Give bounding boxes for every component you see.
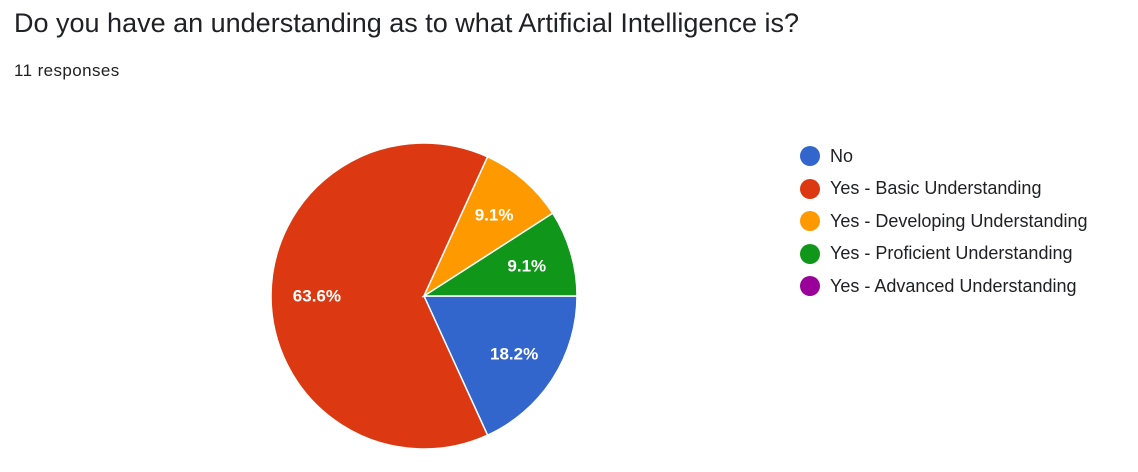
response-count: 11 responses: [14, 61, 120, 80]
legend-label: Yes - Developing Understanding: [830, 210, 1088, 231]
legend-label: Yes - Basic Understanding: [830, 178, 1042, 199]
legend-label: No: [830, 145, 854, 166]
slice-label-yes-basic-understanding: 63.6%: [293, 287, 341, 306]
legend-swatch: [800, 243, 820, 264]
legend-swatch: [800, 146, 820, 167]
pie-slice-yes-developing-understanding[interactable]: [422, 155, 554, 299]
legend-label: Yes - Advanced Understanding: [830, 275, 1077, 296]
legend-item-yes-proficient-understanding[interactable]: Yes - Proficient Understanding: [800, 238, 1088, 271]
pie-slice-yes-proficient-understanding[interactable]: [421, 212, 578, 297]
legend-item-no[interactable]: No: [800, 140, 1088, 173]
legend-item-yes-developing-understanding[interactable]: Yes - Developing Understanding: [800, 205, 1088, 238]
chart-legend: No Yes - Basic Understanding Yes - Develop…: [800, 140, 1088, 303]
legend-item-yes-basic-understanding[interactable]: Yes - Basic Understanding: [800, 173, 1088, 206]
slice-label-yes-developing-understanding: 9.1%: [475, 206, 514, 225]
legend-swatch: [800, 178, 820, 199]
pie-slice-no[interactable]: [422, 295, 578, 437]
legend-item-yes-advanced-understanding[interactable]: Yes - Advanced Understanding: [800, 270, 1088, 303]
legend-swatch: [800, 211, 820, 232]
slice-label-yes-proficient-understanding: 9.1%: [507, 256, 546, 275]
question-title: Do you have an understanding as to what …: [14, 8, 799, 38]
legend-label: Yes - Proficient Understanding: [830, 243, 1073, 264]
pie-slice-yes-basic-understanding[interactable]: [270, 142, 489, 450]
legend-swatch: [800, 276, 820, 297]
slice-label-no: 18.2%: [490, 344, 538, 363]
